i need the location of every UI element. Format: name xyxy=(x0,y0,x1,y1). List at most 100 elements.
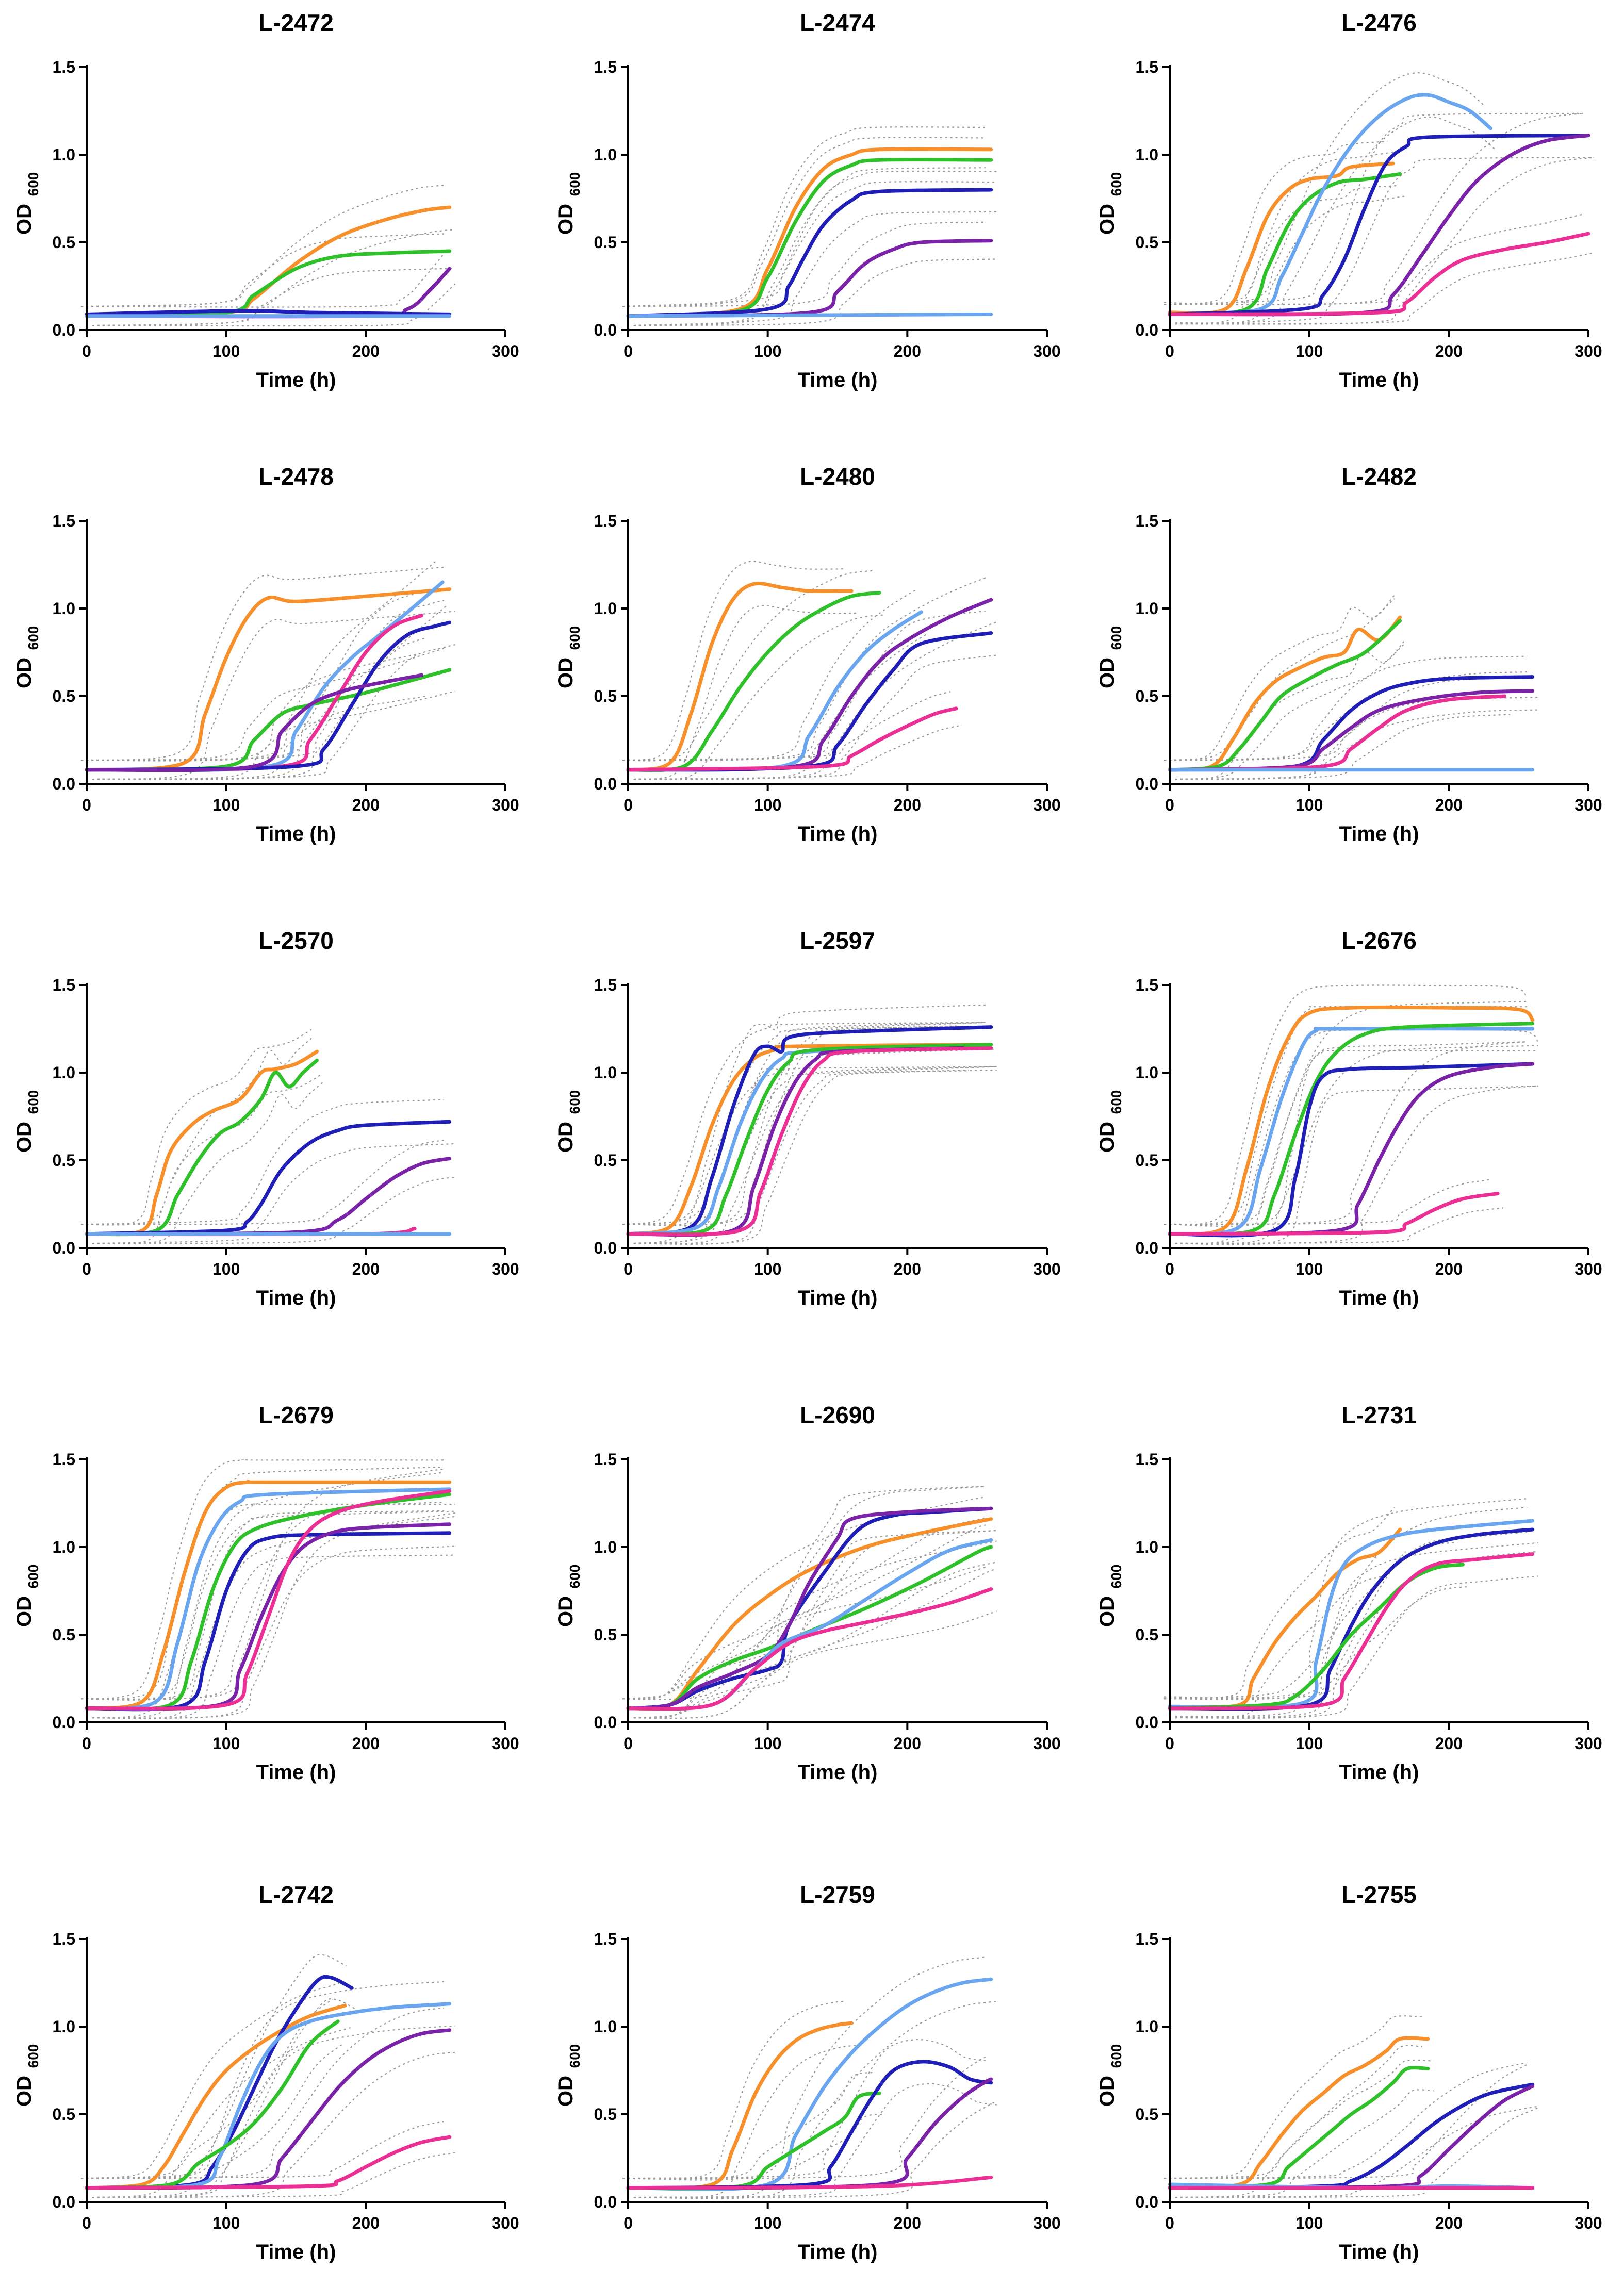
x-tick-label: 200 xyxy=(1435,1260,1463,1278)
y-tick-label: 1.5 xyxy=(1136,512,1158,530)
y-tick-label: 1.0 xyxy=(1136,1063,1158,1082)
confidence-band xyxy=(81,1501,444,1700)
x-tick-label: 0 xyxy=(624,1260,633,1278)
confidence-band xyxy=(1164,112,1583,305)
confidence-band xyxy=(622,1524,986,1700)
y-tick-label: 1.5 xyxy=(594,1930,617,1948)
series-group xyxy=(85,1975,452,2190)
x-tick-label: 0 xyxy=(82,1734,91,1753)
confidence-band xyxy=(622,2000,846,2180)
x-axis-label: Time (h) xyxy=(1339,1287,1419,1309)
series-line-green xyxy=(1168,619,1402,772)
x-tick-label: 100 xyxy=(754,1734,781,1753)
y-axis-label: OD 600 xyxy=(554,1565,583,1627)
y-axis-label-subscript: 600 xyxy=(1108,1565,1124,1589)
y-tick-label: 0.0 xyxy=(1136,2193,1158,2211)
confidence-band xyxy=(1175,157,1594,325)
y-tick-label: 0.0 xyxy=(594,2193,617,2211)
x-axis-label: Time (h) xyxy=(256,2241,336,2263)
series-group xyxy=(626,1025,993,1237)
confidence-band xyxy=(1164,1507,1395,1699)
x-tick-label: 200 xyxy=(1435,1734,1463,1753)
confidence-band xyxy=(633,170,997,326)
confidence-band xyxy=(633,2083,997,2198)
confidence-band xyxy=(633,258,997,326)
confidence-band xyxy=(1175,195,1406,325)
x-tick-label: 0 xyxy=(1165,342,1174,360)
series-line-lightblue xyxy=(85,580,445,772)
confidence-band xyxy=(622,1517,986,1700)
y-tick-label: 0.0 xyxy=(1136,1239,1158,1257)
chart-panel: L-2478 0.0 0.5 1.0 1.5 0 100 200 300 Time (h) OD 60… xyxy=(13,463,519,845)
confidence-band xyxy=(633,633,927,780)
chart-title: L-2476 xyxy=(1341,9,1417,36)
confidence-band xyxy=(1164,671,1527,761)
series-group xyxy=(85,1479,452,1712)
series-line-lightblue xyxy=(1168,1027,1535,1236)
confidence-band xyxy=(1175,697,1538,780)
y-tick-label: 0.0 xyxy=(594,1713,617,1732)
y-axis-label: OD 600 xyxy=(13,626,41,688)
x-tick-label: 0 xyxy=(82,1260,91,1278)
x-tick-label: 300 xyxy=(1033,2214,1060,2232)
confidence-band xyxy=(81,653,417,762)
chart-panel: L-2731 0.0 0.5 1.0 1.5 0 100 200 300 Time (h) OD 60… xyxy=(1096,1402,1602,1784)
y-axis-label-subscript: 600 xyxy=(25,2044,41,2068)
y-tick-label: 1.0 xyxy=(594,599,617,618)
y-tick-label: 1.5 xyxy=(594,976,617,994)
x-tick-label: 300 xyxy=(1574,2214,1602,2232)
series-group xyxy=(626,1506,993,1711)
chart-title: L-2759 xyxy=(800,1881,875,1908)
x-tick-label: 300 xyxy=(491,2214,519,2232)
confidence-band xyxy=(92,644,455,780)
x-axis-label: Time (h) xyxy=(1339,369,1419,391)
confidence-band xyxy=(633,1568,997,1719)
confidence-band xyxy=(1164,655,1527,761)
confidence-band xyxy=(81,2120,445,2179)
series-line-green xyxy=(626,2091,881,2190)
y-axis-label: OD 600 xyxy=(554,1090,583,1153)
x-tick-label: 100 xyxy=(1295,1734,1323,1753)
series-line-pink xyxy=(1168,1552,1535,1711)
y-axis-label-main: OD xyxy=(13,2076,36,2107)
y-axis-label: OD 600 xyxy=(1096,626,1124,688)
chart-panel: L-2755 0.0 0.5 1.0 1.5 0 100 200 300 Time (h) OD 60… xyxy=(1096,1881,1602,2263)
series-line-orange xyxy=(1168,161,1395,316)
confidence-band xyxy=(633,605,857,780)
confidence-band xyxy=(622,577,986,761)
x-tick-label: 100 xyxy=(212,1260,240,1278)
confidence-band xyxy=(92,695,428,781)
series-group xyxy=(1168,2036,1535,2190)
confidence-band xyxy=(92,268,455,326)
confidence-band xyxy=(622,2057,986,2179)
series-group xyxy=(85,1049,452,1237)
confidence-band xyxy=(622,1025,958,1226)
x-tick-label: 300 xyxy=(1574,796,1602,814)
confidence-band xyxy=(81,560,438,762)
x-tick-label: 100 xyxy=(1295,342,1323,360)
confidence-band xyxy=(81,566,444,761)
series-line-green xyxy=(1168,1563,1465,1711)
confidence-band xyxy=(81,648,445,761)
y-tick-label: 1.0 xyxy=(53,1063,75,1082)
series-line-purple xyxy=(626,239,993,318)
confidence-band xyxy=(1164,2045,1422,2179)
x-tick-label: 100 xyxy=(212,2214,240,2232)
confidence-band xyxy=(1175,2089,1434,2198)
y-tick-label: 0.0 xyxy=(53,775,75,793)
confidence-band xyxy=(1164,677,1499,761)
series-group xyxy=(85,205,452,319)
confidence-band xyxy=(1175,642,1406,780)
series-line-purple xyxy=(1168,134,1590,317)
chart-title: L-2480 xyxy=(800,463,875,490)
confidence-band-group xyxy=(1164,1498,1538,1719)
confidence-band-group xyxy=(622,126,997,326)
y-axis-label-main: OD xyxy=(554,657,577,688)
chart-panel: L-2480 0.0 0.5 1.0 1.5 0 100 200 300 Time (h) OD 60… xyxy=(554,463,1061,845)
series-line-navy xyxy=(626,631,993,772)
y-tick-label: 0.0 xyxy=(1136,1713,1158,1732)
series-line-pink xyxy=(85,1489,452,1711)
series-line-navy xyxy=(85,309,452,316)
confidence-band-group xyxy=(81,1029,455,1245)
x-tick-label: 0 xyxy=(624,2214,633,2232)
